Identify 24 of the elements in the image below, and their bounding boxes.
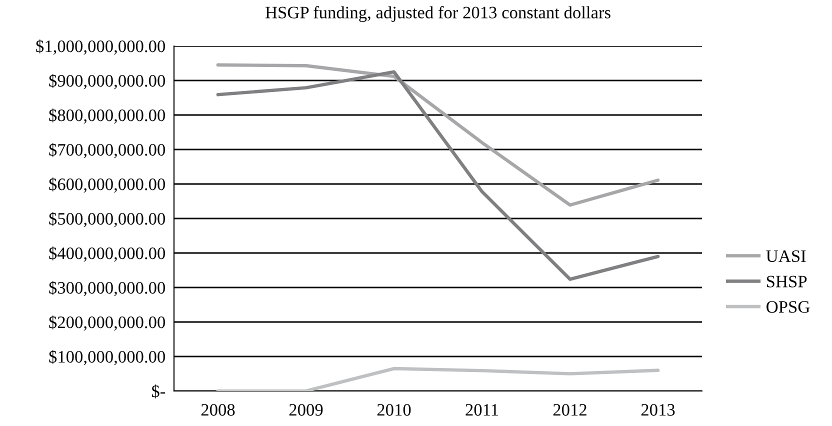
x-tick-label: 2009 bbox=[289, 404, 323, 416]
y-tick-label: $1,000,000,000.00 bbox=[36, 39, 166, 55]
x-tick-label: 2012 bbox=[553, 404, 586, 416]
y-tick-label: $300,000,000.00 bbox=[49, 280, 166, 296]
y-tick-label: $500,000,000.00 bbox=[49, 212, 166, 228]
chart-title: HSGP funding, adjusted for 2013 constant dollars bbox=[265, 6, 610, 22]
line-series bbox=[216, 63, 660, 207]
y-tick-label: $- bbox=[152, 384, 166, 398]
legend-label: OPSG bbox=[766, 301, 810, 313]
legend-label: SHSP bbox=[766, 276, 807, 288]
y-tick-label: $100,000,000.00 bbox=[49, 350, 166, 366]
legend-label: UASI bbox=[766, 250, 806, 262]
x-tick-label: 2010 bbox=[377, 404, 411, 416]
x-tick-label: 2008 bbox=[201, 404, 235, 416]
x-tick-label: 2013 bbox=[641, 404, 675, 416]
y-tick-label: $400,000,000.00 bbox=[49, 246, 166, 262]
y-tick-label: $600,000,000.00 bbox=[49, 177, 166, 193]
x-tick-label: 2011 bbox=[466, 404, 498, 416]
y-tick-label: $800,000,000.00 bbox=[49, 108, 166, 124]
y-tick-label: $700,000,000.00 bbox=[49, 142, 166, 158]
y-tick-label: $200,000,000.00 bbox=[49, 315, 166, 331]
line-series bbox=[216, 70, 660, 281]
line-series bbox=[216, 366, 660, 391]
y-tick-label: $900,000,000.00 bbox=[49, 74, 166, 90]
